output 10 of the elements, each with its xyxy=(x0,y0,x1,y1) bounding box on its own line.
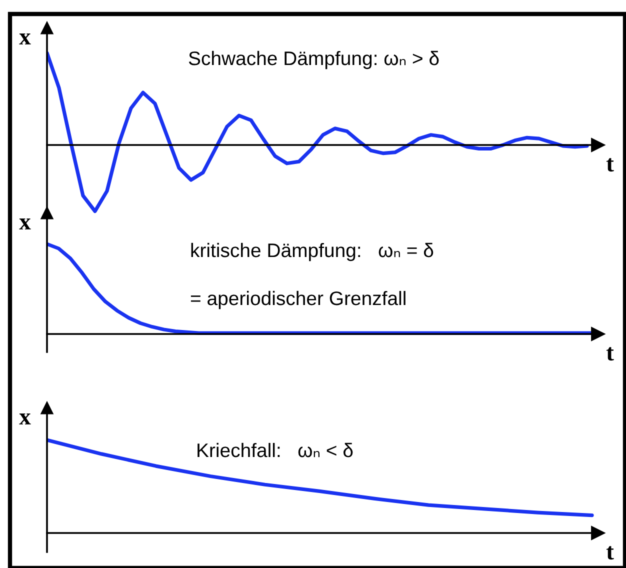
x-axis-title: t xyxy=(606,347,614,361)
annotation: Kriechfall: ωₙ < δ xyxy=(198,442,353,458)
y-axis-title: x xyxy=(19,218,31,230)
y-axis-title: x xyxy=(19,34,31,44)
y-axis-title: x xyxy=(19,414,31,424)
x-axis-title: t xyxy=(606,158,614,172)
annotation: Schwache Dämpfung: ωₙ > δ xyxy=(188,50,439,70)
annotation: = aperiodischer Grenzfall xyxy=(190,290,406,310)
annotation: kritische Dämpfung: ωₙ = δ xyxy=(191,242,434,262)
x-axis-title: t xyxy=(606,546,614,560)
